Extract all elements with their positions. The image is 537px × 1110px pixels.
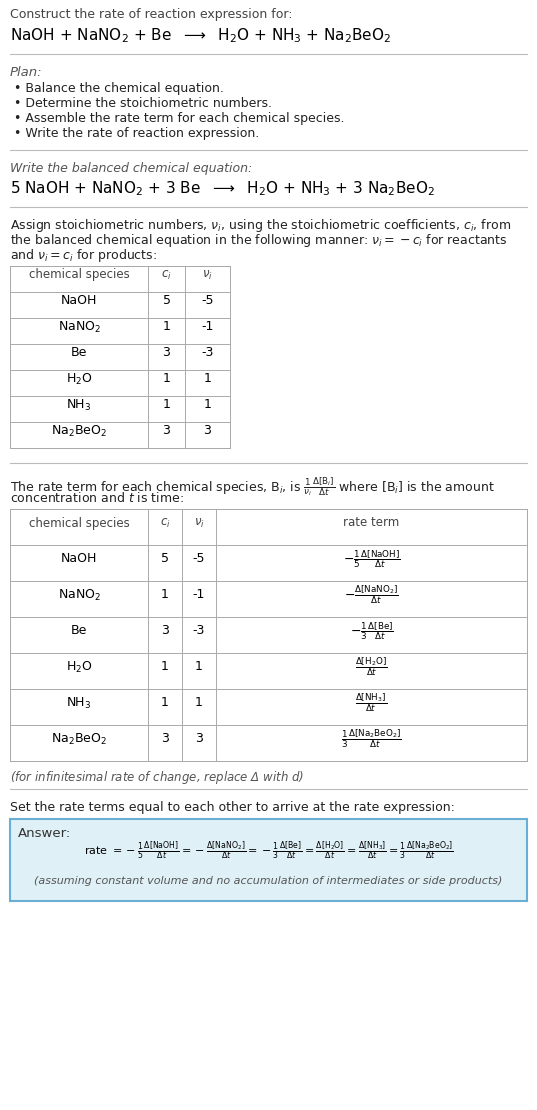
Text: Na$_2$BeO$_2$: Na$_2$BeO$_2$ bbox=[51, 731, 107, 747]
Text: 3: 3 bbox=[195, 733, 203, 746]
Text: $c_i$: $c_i$ bbox=[161, 269, 172, 282]
Text: • Determine the stoichiometric numbers.: • Determine the stoichiometric numbers. bbox=[14, 97, 272, 110]
Text: Answer:: Answer: bbox=[18, 827, 71, 840]
Text: 5 NaOH + NaNO$_2$ + 3 Be  $\longrightarrow$  H$_2$O + NH$_3$ + 3 Na$_2$BeO$_2$: 5 NaOH + NaNO$_2$ + 3 Be $\longrightarro… bbox=[10, 179, 435, 198]
Text: • Write the rate of reaction expression.: • Write the rate of reaction expression. bbox=[14, 127, 259, 140]
Text: chemical species: chemical species bbox=[28, 269, 129, 282]
Text: -5: -5 bbox=[201, 294, 214, 307]
Text: 5: 5 bbox=[161, 553, 169, 565]
Text: 5: 5 bbox=[163, 294, 171, 307]
Text: Assign stoichiometric numbers, $\nu_i$, using the stoichiometric coefficients, $: Assign stoichiometric numbers, $\nu_i$, … bbox=[10, 216, 511, 234]
Text: NaOH: NaOH bbox=[61, 294, 97, 307]
Text: 3: 3 bbox=[161, 733, 169, 746]
Text: $\frac{1}{3}\frac{\Delta[\mathrm{Na_2BeO_2}]}{\Delta t}$: $\frac{1}{3}\frac{\Delta[\mathrm{Na_2BeO… bbox=[341, 728, 402, 750]
Text: 3: 3 bbox=[161, 625, 169, 637]
Text: 1: 1 bbox=[163, 373, 170, 385]
Text: $\nu_i$: $\nu_i$ bbox=[202, 269, 213, 282]
Text: NaOH: NaOH bbox=[61, 553, 97, 565]
Text: 1: 1 bbox=[204, 398, 212, 412]
Text: NH$_3$: NH$_3$ bbox=[67, 696, 92, 710]
Text: 1: 1 bbox=[163, 321, 170, 333]
Text: concentration and $t$ is time:: concentration and $t$ is time: bbox=[10, 491, 184, 505]
Text: 3: 3 bbox=[163, 424, 170, 437]
Text: H$_2$O: H$_2$O bbox=[66, 659, 92, 675]
Text: $-\frac{1}{5}\frac{\Delta[\mathrm{NaOH}]}{\Delta t}$: $-\frac{1}{5}\frac{\Delta[\mathrm{NaOH}]… bbox=[343, 548, 401, 569]
Text: 1: 1 bbox=[161, 588, 169, 602]
Text: • Balance the chemical equation.: • Balance the chemical equation. bbox=[14, 82, 224, 95]
Text: 1: 1 bbox=[161, 696, 169, 709]
FancyBboxPatch shape bbox=[10, 509, 527, 761]
Text: 1: 1 bbox=[195, 696, 203, 709]
Text: 3: 3 bbox=[204, 424, 212, 437]
Text: rate $= -\frac{1}{5}\frac{\Delta[\mathrm{NaOH}]}{\Delta t} = -\frac{\Delta[\math: rate $= -\frac{1}{5}\frac{\Delta[\mathrm… bbox=[83, 839, 454, 862]
Text: -3: -3 bbox=[193, 625, 205, 637]
Text: Be: Be bbox=[71, 625, 87, 637]
FancyBboxPatch shape bbox=[10, 819, 527, 901]
Text: 1: 1 bbox=[163, 398, 170, 412]
FancyBboxPatch shape bbox=[10, 266, 230, 448]
Text: NH$_3$: NH$_3$ bbox=[67, 397, 92, 413]
Text: (assuming constant volume and no accumulation of intermediates or side products): (assuming constant volume and no accumul… bbox=[34, 876, 503, 886]
Text: -1: -1 bbox=[201, 321, 214, 333]
Text: $-\frac{\Delta[\mathrm{NaNO_2}]}{\Delta t}$: $-\frac{\Delta[\mathrm{NaNO_2}]}{\Delta … bbox=[344, 584, 399, 606]
Text: -5: -5 bbox=[193, 553, 205, 565]
Text: chemical species: chemical species bbox=[28, 516, 129, 529]
Text: The rate term for each chemical species, B$_i$, is $\frac{1}{\nu_i}\frac{\Delta[: The rate term for each chemical species,… bbox=[10, 475, 495, 497]
Text: Construct the rate of reaction expression for:: Construct the rate of reaction expressio… bbox=[10, 8, 293, 21]
Text: NaOH + NaNO$_2$ + Be  $\longrightarrow$  H$_2$O + NH$_3$ + Na$_2$BeO$_2$: NaOH + NaNO$_2$ + Be $\longrightarrow$ H… bbox=[10, 26, 391, 44]
Text: rate term: rate term bbox=[343, 516, 400, 529]
Text: 3: 3 bbox=[163, 346, 170, 360]
Text: and $\nu_i = c_i$ for products:: and $\nu_i = c_i$ for products: bbox=[10, 248, 157, 264]
Text: 1: 1 bbox=[161, 660, 169, 674]
Text: $\nu_i$: $\nu_i$ bbox=[194, 516, 205, 529]
Text: Set the rate terms equal to each other to arrive at the rate expression:: Set the rate terms equal to each other t… bbox=[10, 801, 455, 814]
Text: -1: -1 bbox=[193, 588, 205, 602]
Text: Plan:: Plan: bbox=[10, 65, 42, 79]
Text: H$_2$O: H$_2$O bbox=[66, 372, 92, 386]
Text: Be: Be bbox=[71, 346, 87, 360]
Text: $\frac{\Delta[\mathrm{H_2O}]}{\Delta t}$: $\frac{\Delta[\mathrm{H_2O}]}{\Delta t}$ bbox=[355, 656, 388, 678]
Text: (for infinitesimal rate of change, replace Δ with $d$): (for infinitesimal rate of change, repla… bbox=[10, 769, 304, 786]
Text: the balanced chemical equation in the following manner: $\nu_i = -c_i$ for react: the balanced chemical equation in the fo… bbox=[10, 232, 507, 249]
Text: NaNO$_2$: NaNO$_2$ bbox=[57, 320, 100, 334]
Text: Write the balanced chemical equation:: Write the balanced chemical equation: bbox=[10, 162, 252, 175]
Text: -3: -3 bbox=[201, 346, 214, 360]
Text: NaNO$_2$: NaNO$_2$ bbox=[57, 587, 100, 603]
Text: • Assemble the rate term for each chemical species.: • Assemble the rate term for each chemic… bbox=[14, 112, 345, 125]
Text: $c_i$: $c_i$ bbox=[159, 516, 170, 529]
Text: 1: 1 bbox=[195, 660, 203, 674]
Text: $\frac{\Delta[\mathrm{NH_3}]}{\Delta t}$: $\frac{\Delta[\mathrm{NH_3}]}{\Delta t}$ bbox=[355, 692, 388, 715]
Text: 1: 1 bbox=[204, 373, 212, 385]
Text: Na$_2$BeO$_2$: Na$_2$BeO$_2$ bbox=[51, 423, 107, 438]
Text: $-\frac{1}{3}\frac{\Delta[\mathrm{Be}]}{\Delta t}$: $-\frac{1}{3}\frac{\Delta[\mathrm{Be}]}{… bbox=[350, 620, 394, 642]
